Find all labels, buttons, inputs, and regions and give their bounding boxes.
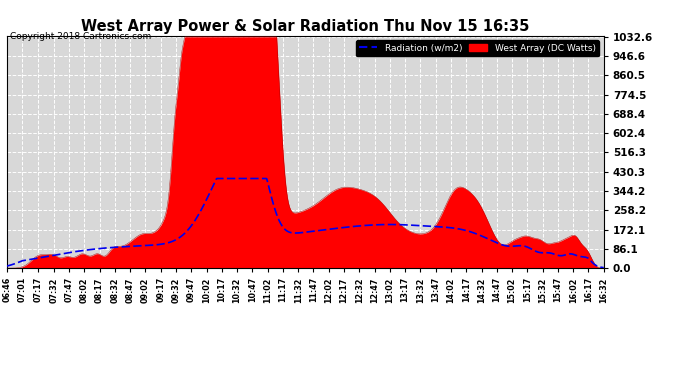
- Text: Copyright 2018 Cartronics.com: Copyright 2018 Cartronics.com: [10, 32, 152, 41]
- Legend: Radiation (w/m2), West Array (DC Watts): Radiation (w/m2), West Array (DC Watts): [356, 40, 599, 56]
- Title: West Array Power & Solar Radiation Thu Nov 15 16:35: West Array Power & Solar Radiation Thu N…: [81, 20, 529, 34]
